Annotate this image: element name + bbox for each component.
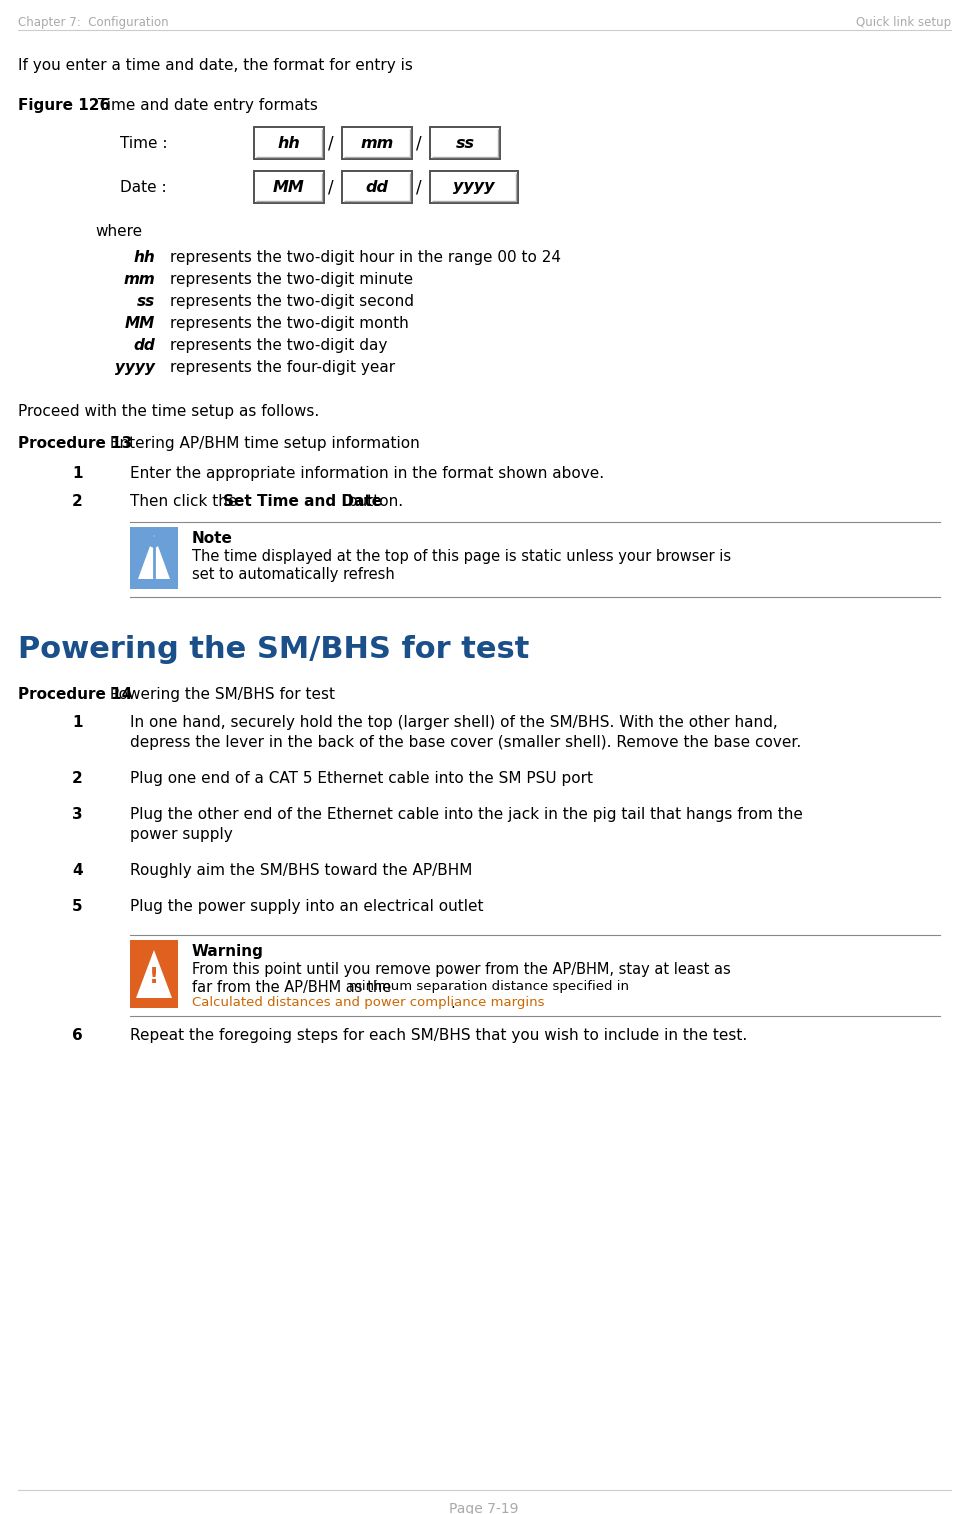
Text: Roughly aim the SM/BHS toward the AP/BHM: Roughly aim the SM/BHS toward the AP/BHM [130,863,472,878]
Text: yyyy: yyyy [115,360,155,375]
Text: mm: mm [123,273,155,288]
Text: 1: 1 [72,466,82,481]
Text: Chapter 7:  Configuration: Chapter 7: Configuration [18,17,169,29]
Text: Set Time and Date: Set Time and Date [223,494,382,509]
Text: Time and date entry formats: Time and date entry formats [93,98,318,114]
Text: depress the lever in the back of the base cover (smaller shell). Remove the base: depress the lever in the back of the bas… [130,734,801,749]
Text: where: where [95,224,142,239]
Text: The time displayed at the top of this page is static unless your browser is: The time displayed at the top of this pa… [192,550,732,565]
Text: far from the AP/BHM as the: far from the AP/BHM as the [192,980,396,995]
Text: Proceed with the time setup as follows.: Proceed with the time setup as follows. [18,404,319,419]
Text: Date :: Date : [120,180,167,194]
Text: 6: 6 [72,1028,82,1043]
Text: /: / [417,135,422,151]
Text: 4: 4 [72,863,82,878]
Text: represents the two-digit day: represents the two-digit day [170,338,388,353]
Text: Calculated distances and power compliance margins: Calculated distances and power complianc… [192,996,545,1008]
Text: represents the two-digit second: represents the two-digit second [170,294,414,309]
Text: 3: 3 [72,807,82,822]
Text: /: / [328,179,333,195]
Text: mm: mm [360,135,393,150]
Bar [431,129,499,157]
Text: Page 7-19: Page 7-19 [450,1502,518,1514]
Text: MM: MM [125,316,155,332]
Bar [253,170,325,204]
Text: Powering the SM/BHS for test: Powering the SM/BHS for test [105,687,335,702]
Text: Quick link setup: Quick link setup [856,17,951,29]
Text: Repeat the foregoing steps for each SM/BHS that you wish to include in the test.: Repeat the foregoing steps for each SM/B… [130,1028,747,1043]
Bar [429,126,501,160]
Polygon shape [136,949,172,998]
Text: power supply: power supply [130,827,233,842]
Bar [431,173,517,201]
Text: represents the two-digit hour in the range 00 to 24: represents the two-digit hour in the ran… [170,250,561,265]
Bar [255,129,323,157]
Text: In one hand, securely hold the top (larger shell) of the SM/BHS. With the other : In one hand, securely hold the top (larg… [130,715,778,730]
Text: Enter the appropriate information in the format shown above.: Enter the appropriate information in the… [130,466,604,481]
Text: Plug the power supply into an electrical outlet: Plug the power supply into an electrical… [130,899,484,914]
Text: dd: dd [134,338,155,353]
Text: .: . [451,996,455,1011]
Text: represents the four-digit year: represents the four-digit year [170,360,395,375]
Bar [253,126,325,160]
Circle shape [149,537,159,547]
Text: !: ! [149,967,159,987]
Text: represents the two-digit minute: represents the two-digit minute [170,273,413,288]
Text: 2: 2 [72,771,82,786]
Text: minimum separation distance specified in: minimum separation distance specified in [349,980,629,993]
Text: Powering the SM/BHS for test: Powering the SM/BHS for test [18,634,529,665]
Text: Figure 126: Figure 126 [18,98,110,114]
Bar [343,173,411,201]
Text: 2: 2 [72,494,82,509]
Bar [343,129,411,157]
Bar [130,527,178,589]
Text: Plug one end of a CAT 5 Ethernet cable into the SM PSU port: Plug one end of a CAT 5 Ethernet cable i… [130,771,593,786]
Bar [341,170,413,204]
Text: yyyy: yyyy [453,180,495,194]
Text: button.: button. [343,494,403,509]
Text: hh: hh [134,250,155,265]
Text: ss: ss [455,135,475,150]
Text: If you enter a time and date, the format for entry is: If you enter a time and date, the format… [18,58,413,73]
Text: Entering AP/BHM time setup information: Entering AP/BHM time setup information [105,436,420,451]
Text: /: / [417,179,422,195]
Text: Time :: Time : [120,135,168,150]
Text: ss: ss [137,294,155,309]
Text: 5: 5 [72,899,82,914]
Text: dd: dd [365,180,389,194]
Bar [429,170,519,204]
Text: Procedure 14: Procedure 14 [18,687,132,702]
Bar [130,940,178,1008]
Text: hh: hh [278,135,300,150]
Text: Note: Note [192,531,233,547]
Polygon shape [138,534,170,578]
Text: Plug the other end of the Ethernet cable into the jack in the pig tail that hang: Plug the other end of the Ethernet cable… [130,807,803,822]
Bar [255,173,323,201]
Text: /: / [328,135,333,151]
Text: set to automatically refresh: set to automatically refresh [192,568,394,581]
Text: From this point until you remove power from the AP/BHM, stay at least as: From this point until you remove power f… [192,961,731,977]
Text: Procedure 13: Procedure 13 [18,436,132,451]
Bar [341,126,413,160]
Text: Then click the: Then click the [130,494,242,509]
Text: Warning: Warning [192,945,264,958]
Text: 1: 1 [72,715,82,730]
Text: represents the two-digit month: represents the two-digit month [170,316,409,332]
Text: MM: MM [273,180,305,194]
